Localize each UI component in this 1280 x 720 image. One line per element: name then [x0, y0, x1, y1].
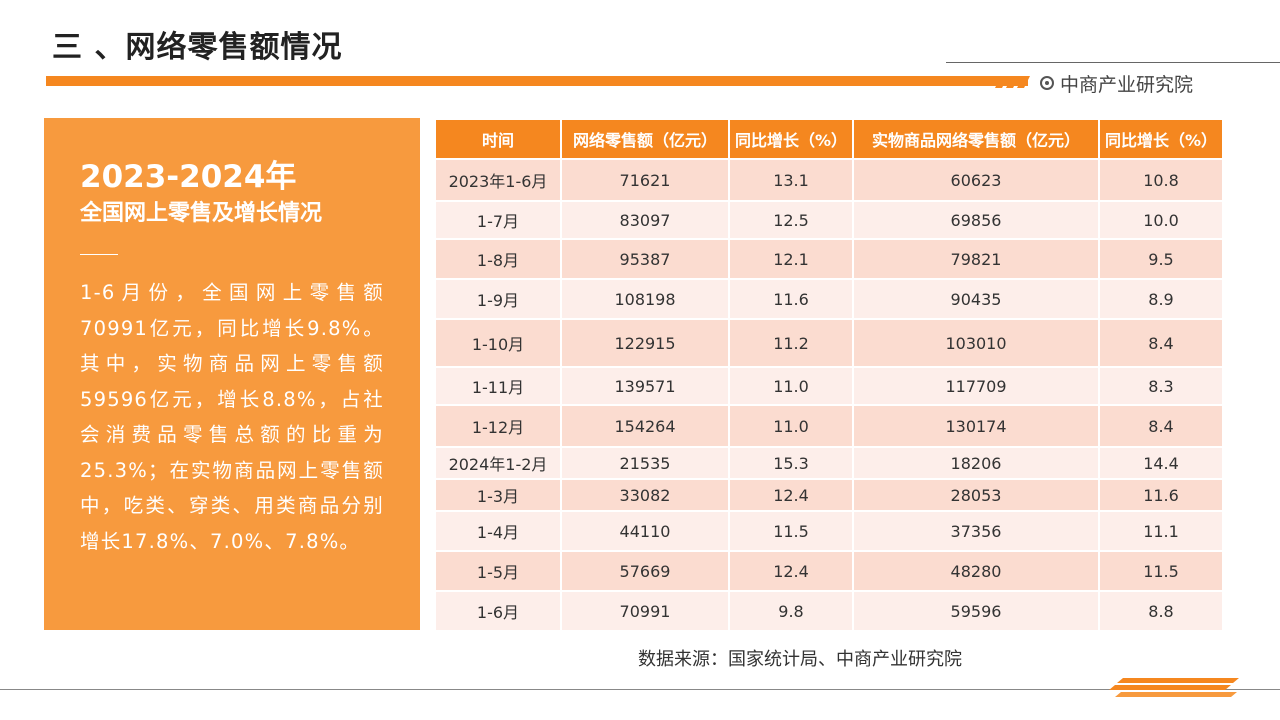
page-title: 三 、网络零售额情况 [52, 30, 343, 65]
cell-period: 1-4月 [434, 510, 562, 552]
cell-period: 2023年1-6月 [434, 158, 562, 202]
cell-yoy-growth: 13.1 [728, 158, 854, 202]
cell-online-retail: 71621 [560, 158, 730, 202]
panel-subtitle: 全国网上零售及增长情况 [80, 201, 323, 226]
table-row: 1-8月 95387 12.1 79821 9.5 [434, 238, 1224, 280]
cell-physical-retail: 60623 [852, 158, 1100, 202]
cell-yoy-growth: 11.6 [728, 278, 854, 320]
brand-logo: 中商产业研究院 [1040, 70, 1193, 96]
cell-yoy-growth: 12.5 [728, 200, 854, 240]
cell-period: 2024年1-2月 [434, 446, 562, 480]
retail-data-table: 时间 网络零售额（亿元） 同比增长（%） 实物商品网络零售额（亿元） 同比增长（… [434, 118, 1224, 632]
cell-physical-growth: 8.4 [1098, 318, 1224, 368]
cell-yoy-growth: 12.4 [728, 478, 854, 512]
summary-panel: 2023-2024年 全国网上零售及增长情况 1-6月份，全国网上零售额7099… [44, 118, 420, 630]
cell-physical-growth: 14.4 [1098, 446, 1224, 480]
cell-physical-growth: 11.1 [1098, 510, 1224, 552]
cell-period: 1-5月 [434, 550, 562, 592]
cell-physical-growth: 8.3 [1098, 366, 1224, 406]
cell-period: 1-3月 [434, 478, 562, 512]
cell-yoy-growth: 12.4 [728, 550, 854, 592]
cell-yoy-growth: 12.1 [728, 238, 854, 280]
cell-online-retail: 57669 [560, 550, 730, 592]
slant-stripes-decoration [995, 76, 1030, 88]
cell-period: 1-9月 [434, 278, 562, 320]
cell-physical-growth: 10.8 [1098, 158, 1224, 202]
header-physical-goods-retail: 实物商品网络零售额（亿元） [852, 118, 1100, 160]
cell-physical-growth: 8.4 [1098, 404, 1224, 448]
data-source-note: 数据来源：国家统计局、中商产业研究院 [638, 649, 962, 670]
cell-physical-retail: 28053 [852, 478, 1100, 512]
cell-online-retail: 139571 [560, 366, 730, 406]
cell-physical-growth: 9.5 [1098, 238, 1224, 280]
cell-yoy-growth: 11.2 [728, 318, 854, 368]
cell-yoy-growth: 9.8 [728, 590, 854, 632]
cell-physical-retail: 18206 [852, 446, 1100, 480]
header-thin-divider [946, 62, 1280, 63]
table-row: 1-11月 139571 11.0 117709 8.3 [434, 366, 1224, 406]
cell-physical-retail: 48280 [852, 550, 1100, 592]
cell-online-retail: 83097 [560, 200, 730, 240]
cell-online-retail: 122915 [560, 318, 730, 368]
header-time: 时间 [434, 118, 562, 160]
cell-period: 1-6月 [434, 590, 562, 632]
cell-period: 1-12月 [434, 404, 562, 448]
cell-physical-growth: 8.8 [1098, 590, 1224, 632]
cell-period: 1-11月 [434, 366, 562, 406]
header-orange-bar [46, 76, 1028, 86]
cell-period: 1-7月 [434, 200, 562, 240]
cell-physical-retail: 59596 [852, 590, 1100, 632]
cell-online-retail: 154264 [560, 404, 730, 448]
cell-online-retail: 70991 [560, 590, 730, 632]
table-row: 1-12月 154264 11.0 130174 8.4 [434, 404, 1224, 448]
footer-divider [0, 689, 1280, 690]
table-row: 2023年1-6月 71621 13.1 60623 10.8 [434, 158, 1224, 202]
cell-online-retail: 95387 [560, 238, 730, 280]
cell-physical-retail: 117709 [852, 366, 1100, 406]
table-row: 1-10月 122915 11.2 103010 8.4 [434, 318, 1224, 368]
header-online-retail: 网络零售额（亿元） [560, 118, 730, 160]
header-yoy-growth: 同比增长（%） [728, 118, 854, 160]
panel-year: 2023-2024年 [80, 159, 297, 195]
target-circle-icon [1040, 76, 1054, 90]
cell-physical-retail: 69856 [852, 200, 1100, 240]
table-row: 1-3月 33082 12.4 28053 11.6 [434, 478, 1224, 512]
cell-physical-growth: 11.6 [1098, 478, 1224, 512]
cell-yoy-growth: 11.5 [728, 510, 854, 552]
cell-online-retail: 108198 [560, 278, 730, 320]
header-physical-yoy-growth: 同比增长（%） [1098, 118, 1224, 160]
panel-body-text: 1-6月份，全国网上零售额70991亿元，同比增长9.8%。其中，实物商品网上零… [80, 281, 384, 553]
cell-yoy-growth: 11.0 [728, 404, 854, 448]
cell-physical-retail: 130174 [852, 404, 1100, 448]
table-row: 2024年1-2月 21535 15.3 18206 14.4 [434, 446, 1224, 480]
cell-physical-growth: 8.9 [1098, 278, 1224, 320]
table-row: 1-9月 108198 11.6 90435 8.9 [434, 278, 1224, 320]
cell-online-retail: 44110 [560, 510, 730, 552]
cell-yoy-growth: 15.3 [728, 446, 854, 480]
cell-physical-retail: 103010 [852, 318, 1100, 368]
table-row: 1-7月 83097 12.5 69856 10.0 [434, 200, 1224, 240]
cell-physical-growth: 11.5 [1098, 550, 1224, 592]
cell-online-retail: 21535 [560, 446, 730, 480]
cell-period: 1-10月 [434, 318, 562, 368]
cell-physical-retail: 37356 [852, 510, 1100, 552]
cell-online-retail: 33082 [560, 478, 730, 512]
table-row: 1-4月 44110 11.5 37356 11.1 [434, 510, 1224, 552]
panel-divider [80, 254, 118, 255]
cell-period: 1-8月 [434, 238, 562, 280]
cell-physical-retail: 79821 [852, 238, 1100, 280]
table-row: 1-6月 70991 9.8 59596 8.8 [434, 590, 1224, 632]
footer-stripes-decoration [1109, 678, 1239, 697]
brand-name: 中商产业研究院 [1060, 73, 1194, 96]
cell-yoy-growth: 11.0 [728, 366, 854, 406]
cell-physical-retail: 90435 [852, 278, 1100, 320]
table-row: 1-5月 57669 12.4 48280 11.5 [434, 550, 1224, 592]
table-header-row: 时间 网络零售额（亿元） 同比增长（%） 实物商品网络零售额（亿元） 同比增长（… [434, 118, 1224, 160]
cell-physical-growth: 10.0 [1098, 200, 1224, 240]
